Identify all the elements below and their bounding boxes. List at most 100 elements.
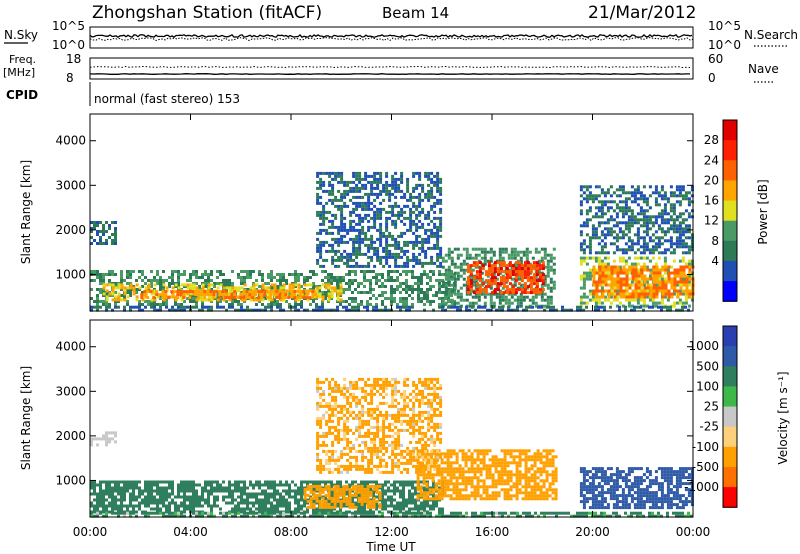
- power-cell: [660, 230, 664, 234]
- velocity-cell: [360, 487, 364, 491]
- power-cell: [406, 180, 410, 184]
- power-cell: [352, 174, 356, 178]
- power-cell: [657, 305, 660, 309]
- power-cell: [324, 297, 327, 300]
- power-cell: [102, 292, 106, 296]
- power-cell: [376, 216, 380, 220]
- power-cell: [501, 308, 504, 312]
- power-cell: [138, 303, 141, 306]
- velocity-cell: [177, 483, 180, 487]
- power-cell: [684, 301, 688, 305]
- power-cell: [312, 300, 315, 303]
- power-cell: [627, 191, 631, 195]
- power-cell: [126, 291, 129, 294]
- power-cell: [230, 293, 234, 297]
- power-cell: [276, 300, 279, 303]
- power-cell: [258, 292, 262, 296]
- power-cell: [388, 231, 392, 235]
- power-cell: [245, 296, 249, 300]
- power-cell: [645, 248, 649, 252]
- velocity-cell: [198, 501, 201, 505]
- power-cell: [263, 293, 267, 297]
- velocity-cell: [342, 493, 346, 497]
- power-cell: [636, 301, 640, 305]
- power-cell: [675, 227, 679, 231]
- power-cell: [296, 290, 300, 294]
- power-cell: [114, 273, 117, 276]
- power-cell: [465, 250, 469, 254]
- power-cell: [388, 204, 392, 208]
- power-cell: [610, 283, 614, 287]
- power-cell: [603, 271, 607, 275]
- velocity-cell: [357, 487, 361, 491]
- power-cell: [337, 228, 341, 232]
- power-cell: [466, 276, 470, 280]
- power-cell: [319, 210, 323, 214]
- power-cell: [600, 188, 604, 192]
- power-cell: [275, 296, 279, 300]
- power-cell: [237, 308, 240, 312]
- velocity-cell: [108, 501, 111, 505]
- power-cell: [330, 276, 333, 279]
- power-cell: [582, 221, 586, 225]
- power-cell: [441, 291, 444, 294]
- power-cell: [327, 300, 330, 303]
- velocity-cell: [294, 501, 297, 505]
- power-cell: [604, 289, 608, 293]
- power-cell: [613, 277, 617, 281]
- power-cell: [348, 285, 351, 288]
- velocity-cell: [150, 492, 153, 496]
- power-cell: [233, 296, 237, 300]
- velocity-cell: [390, 498, 393, 502]
- power-cell: [325, 240, 329, 244]
- power-cell: [603, 251, 607, 255]
- power-cell: [654, 203, 658, 207]
- power-cell: [210, 273, 213, 276]
- velocity-cell: [168, 480, 171, 484]
- power-cell: [400, 210, 404, 214]
- power-cell: [102, 276, 105, 279]
- power-cell: [409, 216, 413, 220]
- power-cell: [225, 279, 228, 282]
- velocity-cell: [237, 486, 240, 490]
- power-cell: [474, 301, 478, 305]
- velocity-cell: [351, 505, 355, 509]
- power-cell: [579, 298, 583, 302]
- power-cell: [224, 290, 228, 294]
- power-cell: [624, 305, 627, 309]
- power-cell: [358, 204, 362, 208]
- power-cell: [194, 293, 198, 297]
- power-cell: [243, 279, 246, 282]
- power-cell: [625, 289, 629, 293]
- power-cell: [493, 282, 497, 286]
- power-cell: [493, 261, 497, 265]
- velocity-cell: [117, 486, 120, 490]
- power-cell: [540, 292, 544, 296]
- power-cell: [598, 283, 602, 287]
- velocity-cell: [234, 507, 237, 511]
- velocity-cell: [216, 495, 219, 499]
- power-cell: [282, 279, 285, 282]
- power-cell: [237, 300, 240, 303]
- power-cell: [522, 253, 526, 257]
- power-cell: [658, 286, 662, 290]
- power-cell: [585, 277, 589, 281]
- power-cell: [135, 295, 139, 299]
- nsky-tick-top: 10^5: [52, 19, 85, 33]
- power-cell: [690, 262, 694, 266]
- power-cell: [348, 282, 351, 285]
- power-cell: [177, 273, 180, 276]
- power-cell: [370, 255, 374, 259]
- power-cell: [447, 268, 451, 272]
- power-cell: [96, 308, 99, 312]
- power-cell: [499, 261, 503, 265]
- power-cell: [432, 285, 435, 288]
- velocity-cell: [99, 501, 102, 505]
- power-cell: [615, 221, 619, 225]
- power-cell: [337, 174, 341, 178]
- velocity-cell: [150, 489, 153, 493]
- power-cell: [367, 195, 371, 199]
- velocity-cell: [291, 495, 294, 499]
- power-cell: [453, 280, 457, 284]
- power-cell: [114, 291, 117, 294]
